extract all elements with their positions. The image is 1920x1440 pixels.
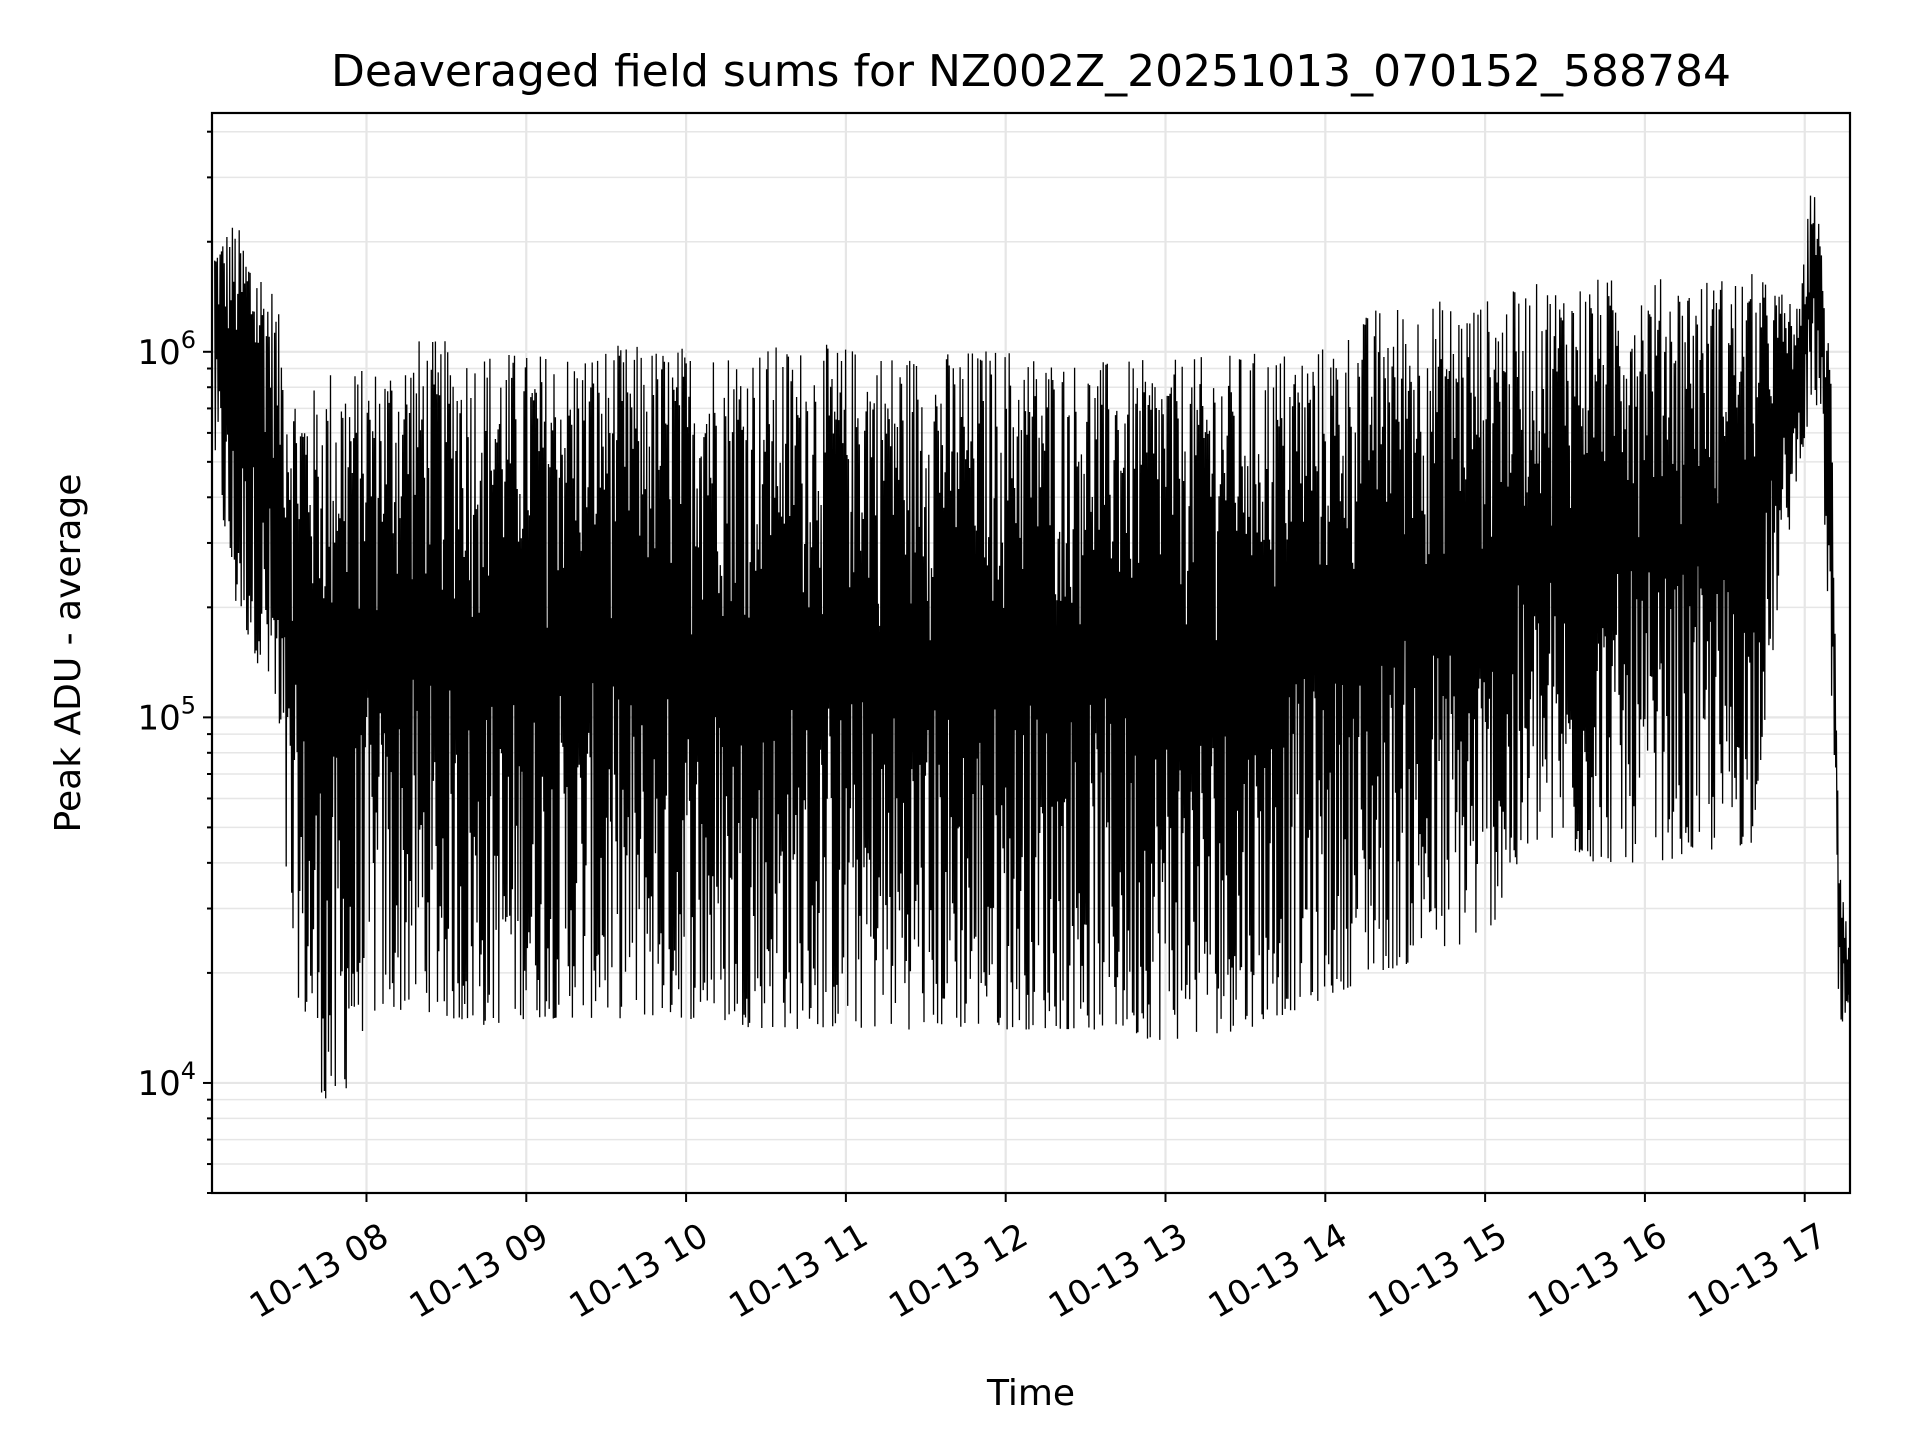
y-axis: 104 105 106 (137, 130, 212, 1194)
y-tick-label: 104 (137, 1057, 196, 1104)
series-line (214, 195, 1850, 1099)
y-tick-label: 105 (137, 691, 196, 738)
plot-area (214, 195, 1850, 1099)
series-layer (214, 195, 1850, 1099)
plot-frame (210, 111, 1852, 1195)
y-axis-label: Peak ADU - average (48, 474, 89, 833)
chart-title: Deaveraged field sums for NZ002Z_2025101… (331, 46, 1731, 97)
y-tick-label: 106 (137, 326, 196, 373)
x-axis-label: Time (986, 1373, 1075, 1414)
